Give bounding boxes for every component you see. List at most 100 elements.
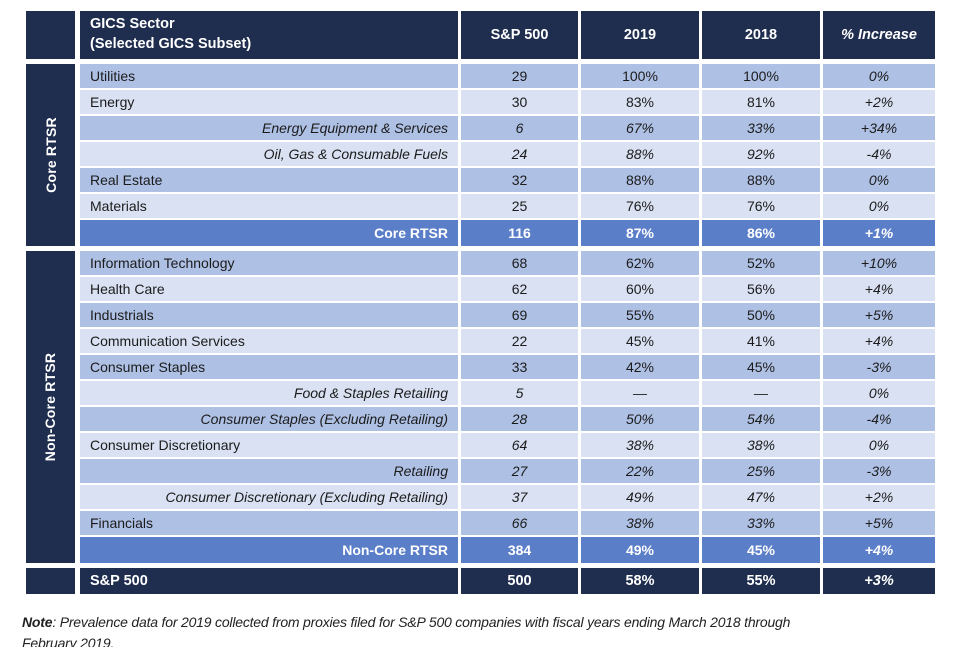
column-header-2018: 2018 xyxy=(702,11,820,59)
row-value-y2018: 50% xyxy=(702,303,820,327)
row-label: Financials xyxy=(80,511,458,535)
core-rtsr-rows: Utilities 29 100% 100% 0% Energy 30 83% 81% +2% En… xyxy=(80,64,935,246)
row-value-sp500: 5 xyxy=(461,381,578,405)
row-value-y2019: 100% xyxy=(581,64,699,88)
row-value-y2018: 54% xyxy=(702,407,820,431)
row-value-sp500: 69 xyxy=(461,303,578,327)
row-value-increase: -4% xyxy=(823,142,935,166)
row-value-increase: 0% xyxy=(823,381,935,405)
header-line2: (Selected GICS Subset) xyxy=(90,36,252,52)
row-value-y2019: 49% xyxy=(581,537,699,563)
row-value-y2018: 33% xyxy=(702,511,820,535)
row-value-y2019: 45% xyxy=(581,329,699,353)
row-value-sp500: 66 xyxy=(461,511,578,535)
row-label: Health Care xyxy=(80,277,458,301)
header-line1: GICS Sector xyxy=(90,16,175,33)
row-label: Communication Services xyxy=(80,329,458,353)
row-value-increase: 0% xyxy=(823,194,935,218)
row-value-y2018: 52% xyxy=(702,251,820,275)
row-value-y2019: 49% xyxy=(581,485,699,509)
row-value-y2018: 81% xyxy=(702,90,820,114)
header-row: GICS Sector (Selected GICS Subset) S&P 5… xyxy=(80,11,935,59)
column-header-2019: 2019 xyxy=(581,11,699,59)
rtsr-prevalence-table: GICS Sector (Selected GICS Subset) S&P 5… xyxy=(26,11,935,594)
sp500-side-cell xyxy=(26,568,75,594)
row-label: Real Estate xyxy=(80,168,458,192)
row-value-increase: 0% xyxy=(823,168,935,192)
footnote-text-line1: : Prevalence data for 2019 collected fro… xyxy=(52,614,791,630)
row-value-y2019: 60% xyxy=(581,277,699,301)
row-value-increase: +4% xyxy=(823,329,935,353)
row-label: S&P 500 xyxy=(80,568,458,594)
row-value-y2019: 76% xyxy=(581,194,699,218)
core-rtsr-section: Core RTSR Utilities 29 100% 100% 0% Energy 30 8… xyxy=(26,64,935,246)
row-label: Materials xyxy=(80,194,458,218)
row-value-increase: +5% xyxy=(823,511,935,535)
row-value-sp500: 64 xyxy=(461,433,578,457)
row-value-sp500: 28 xyxy=(461,407,578,431)
row-value-y2019: 67% xyxy=(581,116,699,140)
row-value-y2019: 22% xyxy=(581,459,699,483)
core-rtsr-group-cell: Core RTSR xyxy=(26,64,75,246)
row-value-sp500: 30 xyxy=(461,90,578,114)
table-row: Food & Staples Retailing 5— —0% xyxy=(80,381,935,405)
table-header-section: GICS Sector (Selected GICS Subset) S&P 5… xyxy=(26,11,935,59)
row-value-sp500: 384 xyxy=(461,537,578,563)
sp500-total-row: S&P 500 500 58% 55% +3% xyxy=(80,568,935,594)
row-value-y2019: 50% xyxy=(581,407,699,431)
table-row: Consumer Staples (Excluding Retailing) 28… xyxy=(80,407,935,431)
row-value-y2019: 88% xyxy=(581,142,699,166)
row-value-sp500: 33 xyxy=(461,355,578,379)
row-value-increase: +34% xyxy=(823,116,935,140)
row-label: Consumer Staples xyxy=(80,355,458,379)
row-value-sp500: 62 xyxy=(461,277,578,301)
row-label: Energy Equipment & Services xyxy=(80,116,458,140)
table-row: Consumer Staples 33 42% 45% -3% xyxy=(80,355,935,379)
row-value-y2019: 42% xyxy=(581,355,699,379)
row-value-y2018: 45% xyxy=(702,355,820,379)
row-value-y2018: 33% xyxy=(702,116,820,140)
row-value-increase: +2% xyxy=(823,485,935,509)
row-value-y2018: 45% xyxy=(702,537,820,563)
row-label: Core RTSR xyxy=(80,220,458,246)
footnote-label: Note xyxy=(22,614,53,630)
non-core-rtsr-group-cell: Non-Core RTSR xyxy=(26,251,75,563)
row-value-sp500: 22 xyxy=(461,329,578,353)
row-label: Food & Staples Retailing xyxy=(80,381,458,405)
row-value-sp500: 500 xyxy=(461,568,578,594)
table-row: Real Estate 32 88% 88% 0% xyxy=(80,168,935,192)
table-row: Energy Equipment & Services 6 67% 33% +34% xyxy=(80,116,935,140)
subtotal-row: Core RTSR 116 87% 86% +1% xyxy=(80,220,935,246)
row-value-y2018: 56% xyxy=(702,277,820,301)
row-value-y2018: 41% xyxy=(702,329,820,353)
row-value-sp500: 37 xyxy=(461,485,578,509)
row-label: Utilities xyxy=(80,64,458,88)
row-label: Non-Core RTSR xyxy=(80,537,458,563)
non-core-rtsr-section: Non-Core RTSR Information Technology 68 62… xyxy=(26,251,935,563)
row-label: Information Technology xyxy=(80,251,458,275)
footnote-text-line2: February 2019. xyxy=(22,635,115,647)
row-value-increase: +5% xyxy=(823,303,935,327)
table-row: Consumer Discretionary 64 38% 38% 0% xyxy=(80,433,935,457)
corner-cell xyxy=(26,11,75,59)
column-header-sp500: S&P 500 xyxy=(461,11,578,59)
row-value-increase: +3% xyxy=(823,568,935,594)
row-value-increase: +4% xyxy=(823,277,935,301)
row-label: Oil, Gas & Consumable Fuels xyxy=(80,142,458,166)
row-value-2018: 55% xyxy=(702,568,820,594)
row-value-y2018: 88% xyxy=(702,168,820,192)
non-core-rtsr-rows: Information Technology 68 62% 52% +10% Health… xyxy=(80,251,935,563)
row-value-y2018: 47% xyxy=(702,485,820,509)
table-row: Information Technology 68 62% 52% +10% xyxy=(80,251,935,275)
row-value-sp500: 6 xyxy=(461,116,578,140)
row-value-y2019: 62% xyxy=(581,251,699,275)
row-label: Energy xyxy=(80,90,458,114)
row-value-y2018: 38% xyxy=(702,433,820,457)
row-value-y2018: 100% xyxy=(702,64,820,88)
table-row: Financials 66 38% 33% +5% xyxy=(80,511,935,535)
row-value-increase: -4% xyxy=(823,407,935,431)
row-value-increase: 0% xyxy=(823,433,935,457)
row-value-increase: +2% xyxy=(823,90,935,114)
row-value-increase: -3% xyxy=(823,355,935,379)
